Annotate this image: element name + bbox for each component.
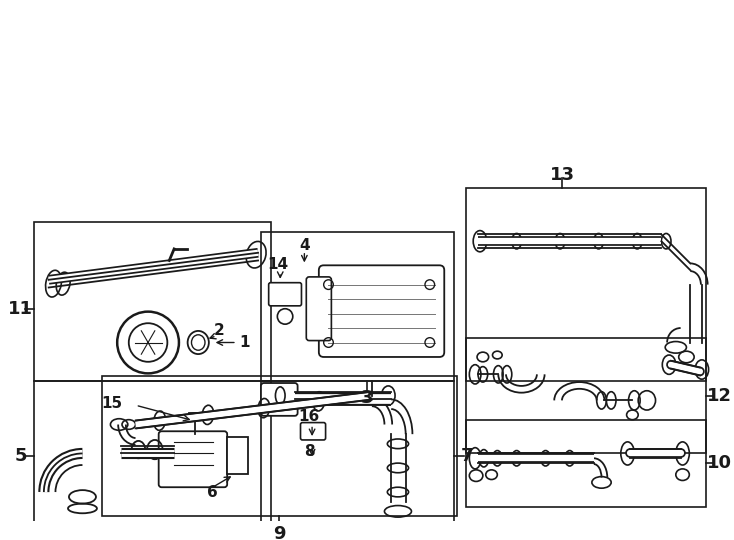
FancyBboxPatch shape: [300, 423, 326, 440]
Bar: [261, 381, 454, 531]
FancyBboxPatch shape: [306, 277, 331, 341]
Bar: [228, 437, 248, 474]
Text: 13: 13: [550, 166, 575, 184]
FancyBboxPatch shape: [319, 265, 444, 357]
Text: 3: 3: [361, 389, 374, 408]
Text: 10: 10: [707, 454, 732, 472]
Bar: [261, 232, 454, 381]
Bar: [466, 188, 705, 381]
Bar: [466, 338, 705, 454]
Text: 2: 2: [214, 323, 225, 339]
Text: 5: 5: [15, 447, 27, 465]
Text: 9: 9: [273, 524, 286, 540]
Text: 8: 8: [304, 444, 314, 459]
Bar: [34, 381, 271, 531]
Text: 15: 15: [101, 396, 122, 411]
Bar: [34, 222, 271, 381]
FancyBboxPatch shape: [269, 282, 302, 306]
Bar: [466, 420, 705, 507]
Text: 14: 14: [268, 257, 289, 272]
Text: 6: 6: [207, 484, 218, 500]
Text: 4: 4: [299, 238, 310, 253]
Text: 7: 7: [461, 447, 473, 465]
Text: 12: 12: [707, 387, 732, 404]
Text: 1: 1: [239, 335, 250, 350]
FancyBboxPatch shape: [261, 383, 297, 416]
FancyBboxPatch shape: [159, 431, 228, 487]
Text: 16: 16: [299, 409, 320, 424]
Bar: [102, 376, 457, 516]
Text: 11: 11: [8, 300, 33, 319]
